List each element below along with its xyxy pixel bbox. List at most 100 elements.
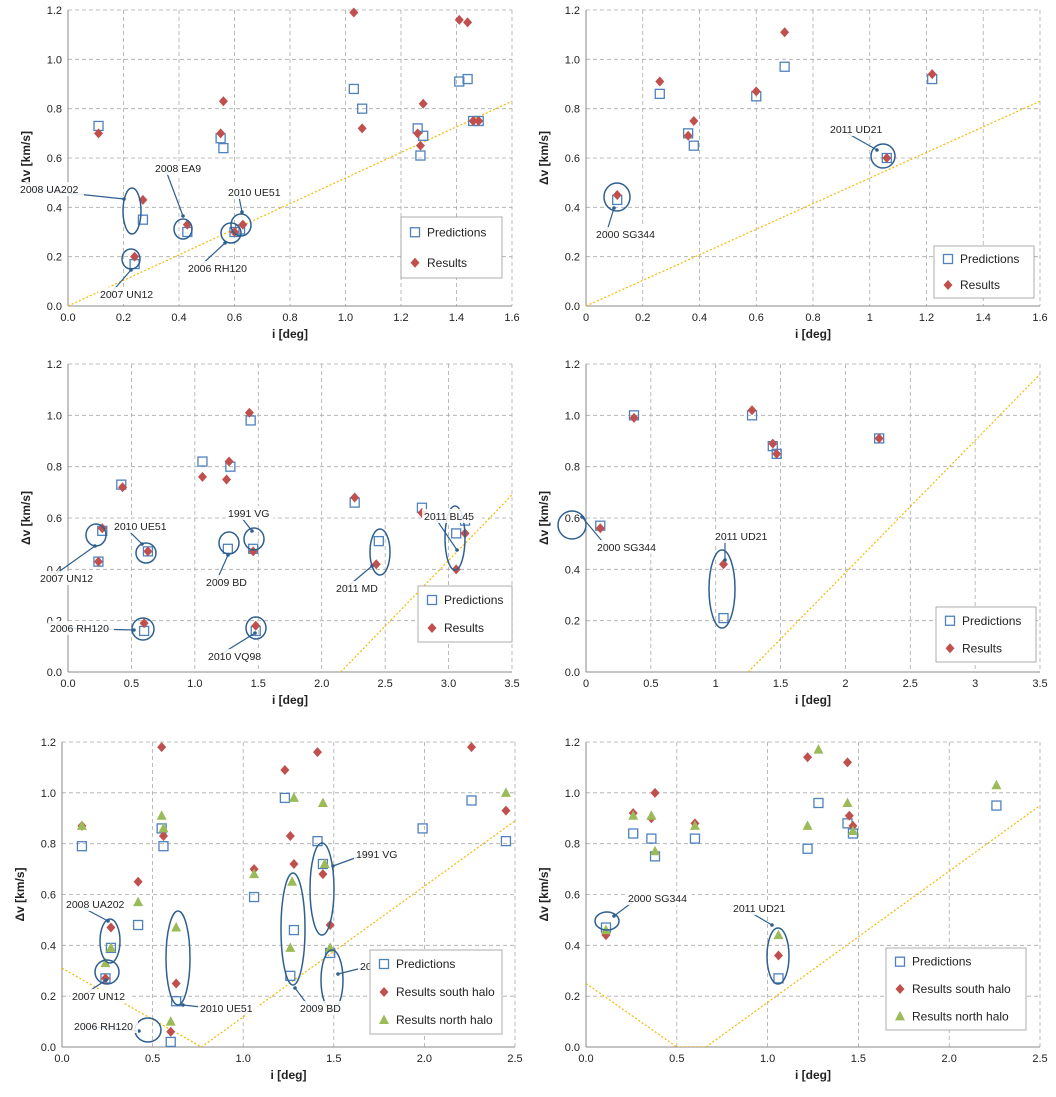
annotation-label: 2000 SG344 xyxy=(596,229,655,241)
data-point-diamond xyxy=(244,407,254,418)
annotation-arrowhead xyxy=(181,214,185,218)
data-point-square xyxy=(628,828,639,839)
data-point-square xyxy=(991,800,1002,811)
legend-entry: Results north halo xyxy=(396,1013,493,1027)
annotation: 2011 UD21 xyxy=(731,901,791,985)
data-point-square xyxy=(462,73,473,85)
annotation-arrowhead xyxy=(253,631,257,635)
annotation-ellipse xyxy=(94,959,120,985)
annotation-label: 2011 UD21 xyxy=(830,124,883,136)
y-tick-label: 0.2 xyxy=(41,991,56,1003)
legend-box xyxy=(885,947,1027,1031)
legend-entry: Predictions xyxy=(912,955,971,969)
annotation-ellipse xyxy=(444,505,466,571)
annotation-label: 2011 BL45 xyxy=(424,511,474,523)
legend: Predictions Results xyxy=(933,245,1035,299)
x-tick-label: 0.8 xyxy=(282,312,297,324)
x-tick-label: 2.5 xyxy=(1032,1053,1047,1065)
data-point-square xyxy=(500,835,512,847)
y-tick-label: 1.2 xyxy=(41,737,56,749)
x-tick-label: 0.2 xyxy=(635,312,650,324)
data-point-diamond xyxy=(874,433,884,444)
annotation-ellipse xyxy=(165,910,191,1006)
x-tick-label: 0.6 xyxy=(227,312,242,324)
x-tick-label: 1.5 xyxy=(773,678,788,690)
annotation-ellipse xyxy=(280,872,306,986)
chart-panel-3: 0.00.51.01.52.02.53.03.50.00.20.40.60.81… xyxy=(19,359,520,707)
x-tick-label: 0.4 xyxy=(171,312,186,324)
data-point-diamond xyxy=(927,69,937,80)
annotation-label-bg xyxy=(828,122,888,136)
legend-marker-diamond xyxy=(427,623,437,633)
annotation-label: 2010 VQ98 xyxy=(208,651,261,663)
annotation: 2007 UN12 xyxy=(98,248,158,301)
y-tick-label: 1.2 xyxy=(565,359,580,371)
data-point-diamond xyxy=(157,742,167,753)
data-point-square xyxy=(312,835,323,847)
annotation: 2010 UE51 xyxy=(165,910,258,1015)
x-tick-label: 2.5 xyxy=(507,1053,522,1065)
y-tick-label: 1.0 xyxy=(41,788,56,800)
annotation: 2000 SG344 xyxy=(557,510,661,554)
x-tick-label: 0.0 xyxy=(54,1053,69,1065)
legend: Predictions Results xyxy=(400,216,503,279)
data-point-triangle xyxy=(646,810,657,820)
legend-marker-square xyxy=(942,253,954,265)
legend-marker-diamond xyxy=(895,984,905,994)
annotation: 2007 UN12 xyxy=(38,523,107,585)
x-tick-label: 0.0 xyxy=(60,678,75,690)
data-point-diamond xyxy=(772,448,782,459)
data-point-diamond xyxy=(467,742,477,753)
data-point-square xyxy=(279,792,291,804)
annotation-label-bg xyxy=(204,575,252,589)
annotation-arrowhead xyxy=(240,210,244,214)
chart-panel-2: 0 0.2 0.4 0.6 0.8 1 1.2 1.4 1.6 0.0 0.2 0.4 0.6 0.8 1.… xyxy=(537,5,1048,341)
y-tick-label: 1.0 xyxy=(47,54,62,66)
data-point-diamond xyxy=(218,96,228,107)
annotation-ellipse xyxy=(220,222,242,244)
annotation-label: 2009 BD xyxy=(206,577,247,589)
data-point-triangle xyxy=(991,779,1002,790)
annotation-label: 2007 UN12 xyxy=(72,991,125,1003)
x-tick-label: 3.5 xyxy=(1032,678,1047,690)
legend-marker-diamond xyxy=(943,280,953,290)
annotation: 1991 VG xyxy=(309,842,402,936)
data-point-diamond xyxy=(216,128,226,139)
data-point-square xyxy=(356,103,368,114)
x-tick-label: 0.5 xyxy=(643,678,658,690)
x-tick-label: 1.2 xyxy=(393,312,408,324)
annotation-label-bg xyxy=(153,161,207,175)
data-point-square xyxy=(646,833,657,844)
x-tick-label: 1.5 xyxy=(251,678,266,690)
data-point-triangle xyxy=(689,820,700,830)
data-point-triangle xyxy=(76,820,87,830)
data-point-diamond xyxy=(143,546,153,557)
x-tick-label: 0.8 xyxy=(805,312,820,324)
data-point-triangle xyxy=(105,942,116,952)
data-point-square xyxy=(197,456,208,467)
x-tick-label: 0.5 xyxy=(124,678,139,690)
x-tick-label: 0.0 xyxy=(578,1053,593,1065)
annotation-label: 2000 SG344 xyxy=(597,542,656,554)
y-tick-label: 0.8 xyxy=(565,839,580,851)
annotation: 2006 RH120 xyxy=(186,222,252,275)
data-point-triangle xyxy=(165,1016,176,1026)
y-tick-label: 0.8 xyxy=(565,462,580,474)
annotation-arrowhead xyxy=(129,268,133,272)
y-tick-label: 1.2 xyxy=(47,359,62,371)
annotation-label-bg xyxy=(70,989,130,1003)
annotation-arrowhead xyxy=(226,553,230,557)
annotation: 2011 UD21 xyxy=(708,529,773,629)
annotation-label-bg xyxy=(64,897,130,911)
data-point-triangle xyxy=(813,744,824,754)
data-point-diamond xyxy=(751,86,761,97)
annotation-arrowhead xyxy=(612,914,616,918)
data-point-diamond xyxy=(747,405,757,416)
annotation: 2008 UA202 xyxy=(64,897,130,964)
x-tick-label: 2.0 xyxy=(314,678,329,690)
data-point-triangle xyxy=(133,896,144,907)
annotation: 2009 BD xyxy=(204,531,252,589)
legend-entry: Predictions xyxy=(960,252,1019,266)
data-point-triangle xyxy=(842,797,853,807)
annotation-label: 2008 UA202 xyxy=(66,899,125,911)
